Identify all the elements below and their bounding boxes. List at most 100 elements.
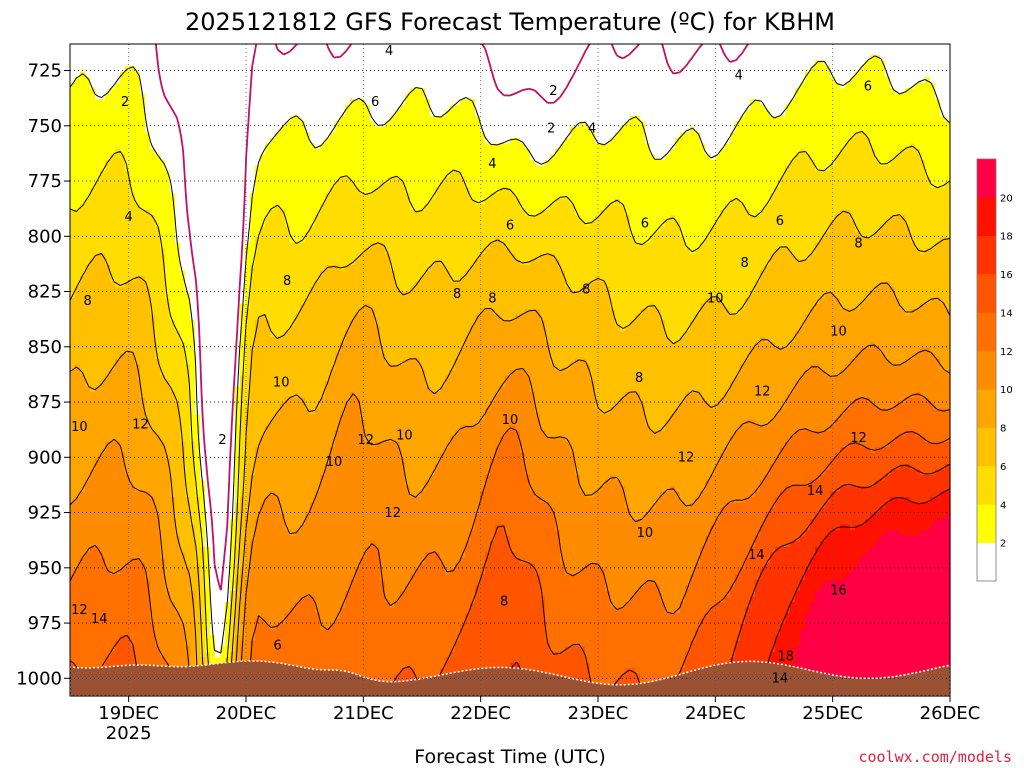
- field-cell: [195, 270, 201, 277]
- field-cell: [185, 596, 191, 603]
- field-cell: [185, 281, 191, 288]
- field-cell: [250, 353, 256, 360]
- field-cell: [180, 66, 186, 73]
- field-cell: [225, 624, 231, 631]
- field-cell: [245, 613, 251, 620]
- field-cell: [280, 215, 286, 222]
- field-cell: [100, 535, 106, 542]
- field-cell: [195, 552, 201, 559]
- field-cell: [90, 132, 96, 139]
- field-cell: [80, 325, 86, 332]
- field-cell: [175, 320, 181, 327]
- field-cell: [85, 82, 91, 89]
- field-cell: [155, 585, 161, 592]
- field-cell: [250, 546, 256, 553]
- field-cell: [110, 469, 116, 476]
- field-cell: [275, 419, 281, 426]
- field-cell: [125, 397, 131, 404]
- field-cell: [270, 441, 276, 448]
- field-cell: [175, 342, 181, 349]
- field-cell: [135, 314, 141, 321]
- field-cell: [115, 381, 121, 388]
- field-cell: [110, 292, 116, 299]
- field-cell: [225, 640, 231, 647]
- field-cell: [80, 347, 86, 355]
- field-cell: [120, 375, 126, 382]
- field-cell: [195, 585, 201, 592]
- field-cell: [260, 381, 266, 388]
- field-cell: [275, 171, 281, 178]
- field-cell: [185, 563, 191, 570]
- field-cell: [155, 618, 161, 625]
- field-cell: [220, 497, 226, 504]
- field-cell: [180, 585, 186, 592]
- field-cell: [190, 126, 196, 134]
- field-cell: [260, 93, 266, 100]
- field-cell: [145, 568, 151, 576]
- field-cell: [175, 419, 181, 426]
- field-cell: [200, 60, 206, 67]
- field-cell: [200, 237, 206, 244]
- field-cell: [125, 231, 131, 238]
- field-cell: [215, 458, 221, 465]
- field-cell: [125, 71, 131, 78]
- field-cell: [120, 303, 126, 310]
- field-cell: [235, 171, 241, 178]
- field-cell: [85, 624, 91, 631]
- field-cell: [125, 198, 131, 205]
- field-cell: [75, 419, 81, 426]
- field-cell: [215, 524, 221, 531]
- field-cell: [70, 419, 76, 426]
- field-cell: [140, 364, 146, 371]
- field-cell: [105, 231, 111, 238]
- field-cell: [100, 287, 106, 294]
- field-cell: [155, 270, 161, 277]
- field-cell: [270, 530, 276, 537]
- field-cell: [150, 215, 156, 222]
- field-cell: [195, 253, 201, 261]
- field-cell: [250, 49, 256, 56]
- field-cell: [215, 563, 221, 570]
- field-cell: [115, 49, 121, 56]
- field-cell: [160, 55, 166, 62]
- field-cell: [130, 408, 136, 415]
- field-cell: [250, 358, 256, 366]
- field-cell: [140, 71, 146, 78]
- field-cell: [260, 624, 266, 631]
- field-cell: [125, 154, 131, 161]
- field-cell: [150, 358, 156, 366]
- field-cell: [275, 497, 281, 504]
- field-cell: [235, 49, 241, 56]
- field-cell: [70, 358, 76, 366]
- field-cell: [220, 276, 226, 283]
- field-cell: [230, 568, 236, 576]
- field-cell: [120, 397, 126, 404]
- field-cell: [160, 242, 166, 250]
- field-cell: [230, 347, 236, 355]
- field-cell: [125, 248, 131, 255]
- field-cell: [235, 613, 241, 620]
- field-cell: [85, 607, 91, 614]
- field-cell: [220, 607, 226, 614]
- field-cell: [125, 49, 131, 56]
- field-cell: [210, 226, 216, 233]
- field-cell: [250, 137, 256, 145]
- field-cell: [185, 474, 191, 482]
- field-cell: [140, 358, 146, 366]
- field-cell: [75, 491, 81, 498]
- field-cell: [125, 447, 131, 454]
- field-cell: [80, 99, 86, 106]
- field-cell: [135, 303, 141, 310]
- field-cell: [225, 392, 231, 399]
- field-cell: [110, 303, 116, 310]
- field-cell: [100, 104, 106, 111]
- field-cell: [150, 353, 156, 360]
- field-cell: [170, 370, 176, 377]
- field-cell: [250, 331, 256, 338]
- field-cell: [80, 121, 86, 128]
- field-cell: [70, 629, 76, 636]
- field-cell: [165, 452, 171, 460]
- field-cell: [145, 60, 151, 67]
- field-cell: [180, 640, 186, 647]
- field-cell: [165, 115, 171, 122]
